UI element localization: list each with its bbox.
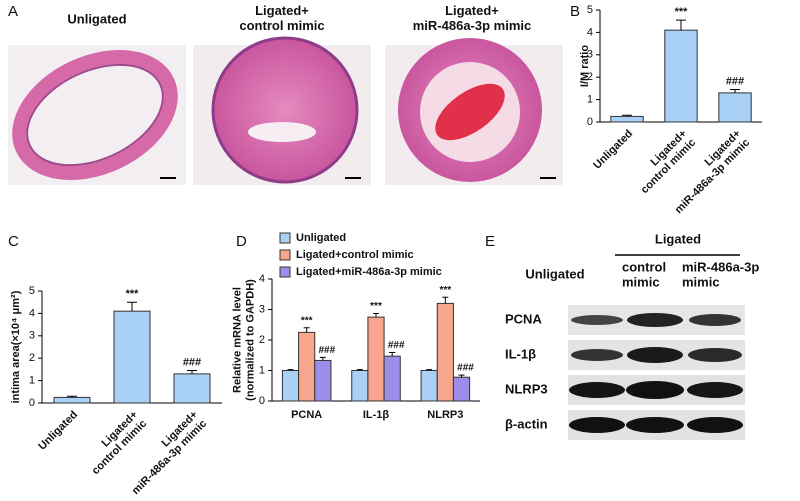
error-bar [373, 312, 379, 318]
y-tick-label: 0 [259, 395, 265, 407]
y-axis-label: Relative mRNA level(normalized to GAPDH) [232, 279, 257, 401]
y-tick-label: 3 [29, 330, 35, 342]
y-axis-label: I/M ratio [579, 45, 591, 87]
error-bar [622, 114, 632, 117]
error-bar [442, 296, 449, 304]
blot-row: PCNA [505, 311, 542, 326]
y-tick-label: 2 [29, 352, 35, 364]
annotation: ### [183, 356, 201, 368]
annotation: ### [388, 340, 405, 351]
blot-row: NLRP3 [505, 381, 548, 396]
x-tick-label: NLRP3 [427, 409, 463, 421]
x-tick-label: Unligated [36, 409, 80, 453]
y-axis-label: intima area(×10⁴ μm²) [10, 290, 22, 403]
bar [314, 359, 332, 402]
bar [351, 370, 369, 402]
histology-image [385, 38, 563, 185]
y-tick-label: 1 [587, 94, 593, 106]
bar [367, 316, 385, 402]
blot-row: β-actin [505, 416, 548, 431]
blot-column: control mimic [622, 260, 666, 290]
annotation: ### [726, 75, 744, 87]
y-tick-label: 2 [259, 334, 265, 346]
blot-column: miR-486a-3p mimic [682, 260, 759, 290]
error-bar [127, 301, 137, 312]
bar [383, 355, 401, 402]
x-tick-label: PCNA [291, 409, 322, 421]
error-bar [303, 327, 310, 333]
bar [53, 396, 91, 404]
y-tick-label: 1 [259, 364, 265, 376]
error-bar [676, 19, 686, 31]
y-tick-label: 3 [587, 49, 593, 61]
bar [298, 331, 316, 402]
legend-label: Unligated [296, 232, 346, 244]
group-label: Ligated [655, 231, 701, 246]
bar [113, 310, 151, 404]
x-tick-label: Ligated+control mimic [630, 128, 698, 196]
bar [610, 115, 644, 123]
blot-image [568, 305, 745, 440]
legend-swatch [279, 232, 291, 244]
annotation: ### [319, 345, 336, 356]
error-bar [458, 374, 465, 378]
legend-swatch [279, 249, 291, 261]
y-tick-label: 5 [29, 285, 35, 297]
bar [664, 29, 698, 123]
image-title: Ligated+ miR-486a-3p mimic [413, 3, 532, 33]
blot-row: IL-1β [505, 346, 536, 361]
panel-label: C [8, 233, 19, 250]
error-bar [730, 89, 740, 93]
error-bar [187, 370, 197, 374]
y-tick-label: 1 [29, 375, 35, 387]
y-tick-label: 4 [29, 307, 35, 319]
bar [436, 302, 454, 402]
error-bar [287, 369, 294, 371]
error-bar [356, 369, 363, 371]
error-bar [319, 356, 326, 361]
annotation: ### [457, 363, 474, 374]
x-tick-label: IL-1β [363, 409, 390, 421]
legend-swatch [279, 266, 291, 278]
legend-label: Ligated+control mimic [296, 249, 414, 261]
y-tick-label: 0 [587, 116, 593, 128]
panel-label: A [8, 3, 18, 20]
error-bar [389, 352, 396, 357]
bar [718, 92, 752, 123]
bar [420, 370, 438, 402]
bar [173, 373, 211, 404]
histology-image [8, 45, 186, 185]
y-tick-label: 0 [29, 397, 35, 409]
annotation: *** [370, 301, 382, 312]
y-tick-label: 3 [259, 303, 265, 315]
panel-label: E [485, 233, 495, 250]
annotation: *** [301, 315, 313, 326]
x-tick-label: Ligated+control mimic [81, 409, 149, 477]
image-title: Ligated+ control mimic [239, 3, 324, 33]
error-bar [426, 369, 433, 371]
histology-image [193, 36, 371, 185]
annotation: *** [126, 288, 140, 300]
image-title: Unligated [67, 11, 126, 26]
bar [452, 376, 471, 402]
panel-label: B [570, 3, 580, 20]
y-tick-label: 4 [259, 273, 265, 285]
y-tick-label: 4 [587, 26, 593, 38]
blot-column: Unligated [525, 266, 584, 281]
y-tick-label: 5 [587, 4, 593, 16]
legend-label: Ligated+miR-486a-3p mimic [296, 266, 442, 278]
error-bar [67, 395, 77, 398]
annotation: *** [439, 285, 451, 296]
x-tick-label: Unligated [591, 128, 635, 172]
bar [281, 370, 300, 402]
annotation: *** [675, 6, 689, 18]
y-tick-label: 2 [587, 71, 593, 83]
panel-label: D [236, 233, 247, 250]
